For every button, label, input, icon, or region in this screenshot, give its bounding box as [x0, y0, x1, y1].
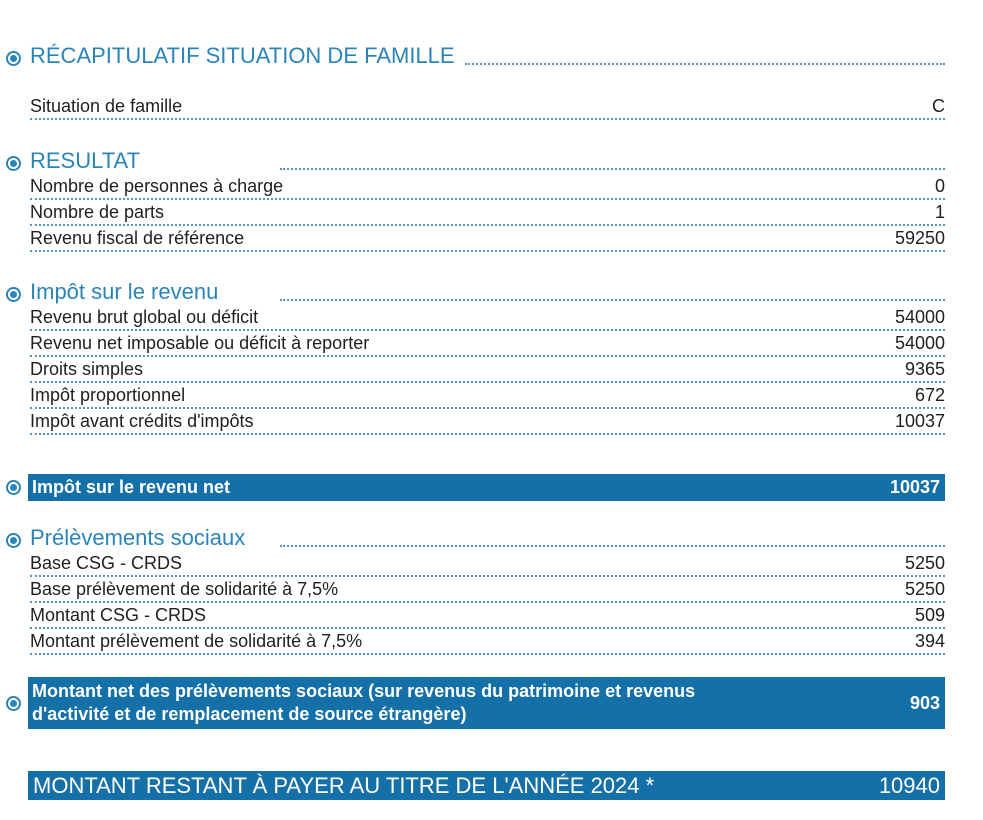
table-row: Impôt avant crédits d'impôts 10037 [30, 409, 945, 435]
section-header-impot: Impôt sur le revenu [0, 279, 983, 305]
dotted-leader [280, 545, 945, 547]
bar-label: Montant net des prélèvements sociaux (su… [32, 681, 696, 724]
highlight-bar-total: MONTANT RESTANT À PAYER AU TITRE DE L'AN… [28, 771, 945, 800]
row-label: Base prélèvement de solidarité à 7,5% [30, 579, 339, 599]
highlight-bar-prelevements-net: Montant net des prélèvements sociaux (su… [0, 677, 983, 729]
highlight-bar-impot-net: Impôt sur le revenu net 10037 [0, 474, 983, 501]
highlight-bar: Impôt sur le revenu net 10037 [28, 474, 945, 501]
row-value: 10037 [894, 411, 945, 431]
row-label: Impôt avant crédits d'impôts [30, 411, 254, 431]
section-bullet-icon [6, 533, 21, 548]
row-label: Montant CSG - CRDS [30, 605, 207, 625]
row-value: 9365 [904, 359, 945, 379]
row-value: 54000 [894, 333, 945, 353]
dotted-leader [280, 299, 945, 301]
section-bullet-icon [6, 156, 21, 171]
row-label: Situation de famille [30, 96, 183, 116]
table-row: Impôt proportionnel 672 [30, 383, 945, 409]
section-title: Impôt sur le revenu [30, 279, 219, 304]
row-value: 54000 [894, 307, 945, 327]
table-row: Revenu fiscal de référence 59250 [30, 226, 945, 252]
table-row: Situation de famille C [30, 94, 945, 120]
row-label: Montant prélèvement de solidarité à 7,5% [30, 631, 363, 651]
row-value: 394 [914, 631, 945, 651]
row-value: 0 [934, 176, 945, 196]
section-bullet-icon [6, 695, 21, 711]
section-bullet-icon [6, 287, 21, 302]
section-bullet-icon [6, 51, 21, 66]
table-row: Base prélèvement de solidarité à 7,5% 52… [30, 577, 945, 603]
row-label: Nombre de parts [30, 202, 165, 222]
table-row: Base CSG - CRDS 5250 [30, 551, 945, 577]
section-title: RÉCAPITULATIF SITUATION DE FAMILLE [30, 43, 455, 68]
section-header-resultat: RESULTAT [0, 148, 983, 174]
section-title: Prélèvements sociaux [30, 525, 246, 550]
table-row: Montant prélèvement de solidarité à 7,5%… [30, 629, 945, 655]
row-value: 1 [934, 202, 945, 222]
row-value: 509 [914, 605, 945, 625]
table-row: Nombre de personnes à charge 0 [30, 174, 945, 200]
highlight-bar: Montant net des prélèvements sociaux (su… [28, 677, 945, 729]
table-row: Revenu brut global ou déficit 54000 [30, 305, 945, 331]
section-header-recap: RÉCAPITULATIF SITUATION DE FAMILLE [0, 43, 983, 69]
table-row: Nombre de parts 1 [30, 200, 945, 226]
bar-label: Impôt sur le revenu net [32, 477, 231, 497]
row-value: 672 [914, 385, 945, 405]
bar-value: 10940 [878, 773, 940, 798]
section-title: RESULTAT [30, 148, 141, 173]
row-label: Impôt proportionnel [30, 385, 186, 405]
section-header-prelevements: Prélèvements sociaux [0, 525, 983, 551]
row-value: C [932, 96, 945, 116]
row-value: 59250 [894, 228, 945, 248]
row-value: 5250 [904, 579, 945, 599]
row-value: 5250 [904, 553, 945, 573]
row-label: Revenu net imposable ou déficit à report… [30, 333, 370, 353]
row-label: Nombre de personnes à charge [30, 176, 284, 196]
table-row: Droits simples 9365 [30, 357, 945, 383]
bar-label: MONTANT RESTANT À PAYER AU TITRE DE L'AN… [33, 773, 655, 798]
row-label: Droits simples [30, 359, 144, 379]
dotted-leader [280, 168, 945, 170]
dotted-leader [464, 63, 945, 65]
row-label: Revenu brut global ou déficit [30, 307, 259, 327]
bar-value: 10037 [889, 477, 940, 497]
row-label: Base CSG - CRDS [30, 553, 183, 573]
table-row: Montant CSG - CRDS 509 [30, 603, 945, 629]
bar-value: 903 [909, 692, 940, 713]
section-bullet-icon [6, 480, 21, 495]
table-row: Revenu net imposable ou déficit à report… [30, 331, 945, 357]
row-label: Revenu fiscal de référence [30, 228, 245, 248]
